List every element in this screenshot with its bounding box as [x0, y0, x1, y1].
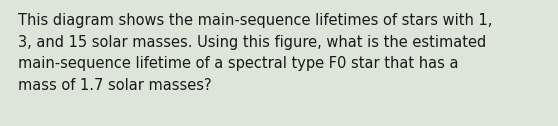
Text: This diagram shows the main-sequence lifetimes of stars with 1,
3, and 15 solar : This diagram shows the main-sequence lif…	[18, 13, 492, 93]
